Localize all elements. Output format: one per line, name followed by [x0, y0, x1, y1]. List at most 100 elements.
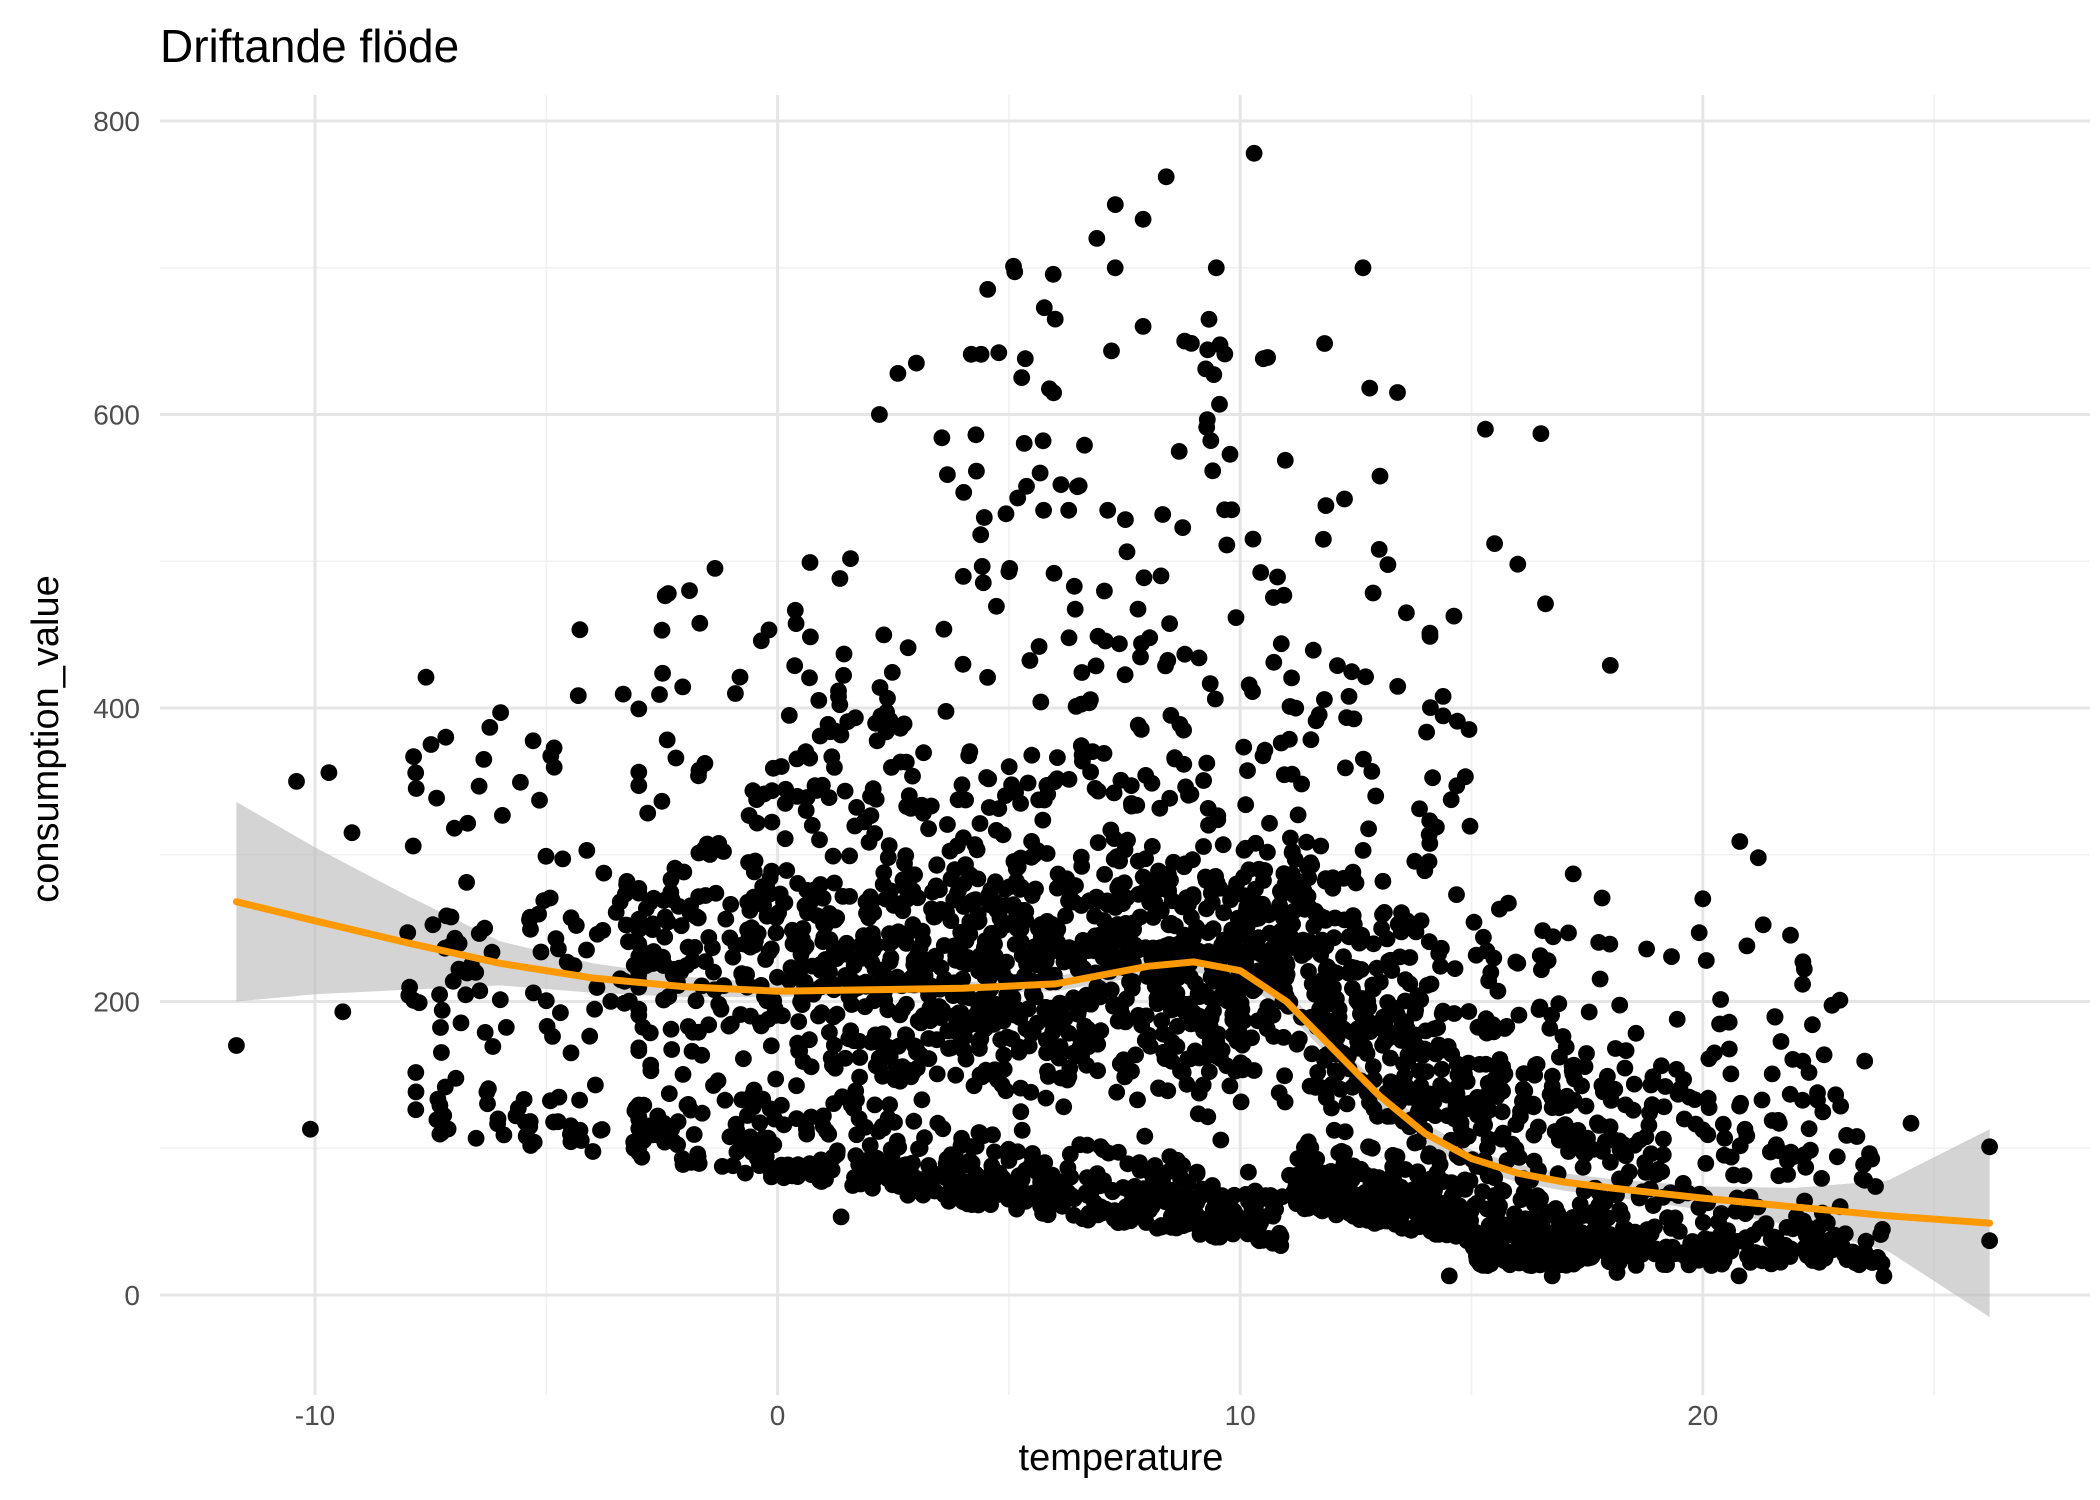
- data-point: [1546, 1123, 1564, 1140]
- data-point: [1551, 1048, 1568, 1066]
- data-point: [834, 888, 852, 905]
- data-point: [731, 668, 749, 686]
- data-point: [1732, 1094, 1749, 1112]
- data-point: [912, 1047, 930, 1064]
- data-point: [700, 929, 718, 946]
- data-point: [644, 921, 661, 938]
- data-point: [839, 713, 857, 730]
- data-point: [1030, 920, 1047, 937]
- data-point: [1512, 1191, 1530, 1208]
- data-point: [1687, 1242, 1704, 1260]
- data-point: [1675, 1071, 1692, 1088]
- data-point: [1804, 1016, 1821, 1034]
- data-point: [1401, 949, 1419, 966]
- data-point: [1602, 1153, 1619, 1171]
- data-point: [1706, 1044, 1723, 1062]
- data-point: [484, 1038, 502, 1055]
- data-point: [1638, 940, 1655, 958]
- data-point: [1012, 795, 1029, 812]
- data-point: [1184, 886, 1202, 903]
- data-point: [942, 870, 960, 888]
- data-point: [1802, 1141, 1819, 1159]
- data-point: [1285, 902, 1303, 920]
- data-point: [1563, 1136, 1581, 1153]
- data-point: [1106, 1202, 1124, 1219]
- data-point: [1096, 866, 1113, 883]
- data-point: [1199, 924, 1217, 941]
- data-point: [841, 847, 858, 865]
- data-point: [630, 884, 648, 902]
- data-point: [1197, 360, 1215, 378]
- data-point: [495, 1126, 513, 1144]
- data-point: [1447, 1079, 1465, 1097]
- data-point: [929, 1166, 947, 1184]
- data-point: [1191, 988, 1208, 1005]
- data-point: [578, 941, 595, 959]
- data-point: [1079, 1020, 1097, 1038]
- data-point: [1460, 1003, 1478, 1020]
- data-point: [1365, 1100, 1383, 1118]
- data-point: [1247, 834, 1265, 852]
- data-point: [776, 830, 794, 848]
- data-point: [1495, 1065, 1513, 1083]
- data-point: [1195, 772, 1212, 789]
- data-point: [971, 1040, 988, 1057]
- data-point: [1211, 1228, 1229, 1246]
- data-point: [935, 620, 953, 638]
- data-point: [1152, 567, 1170, 585]
- data-point: [891, 1072, 909, 1090]
- data-point: [1239, 762, 1256, 779]
- data-point: [1224, 1225, 1242, 1243]
- data-point: [1663, 1219, 1680, 1237]
- data-point: [970, 1169, 988, 1187]
- data-point: [1600, 1248, 1618, 1265]
- data-point: [1816, 1249, 1834, 1267]
- data-point: [1599, 1067, 1616, 1085]
- data-point: [569, 687, 587, 704]
- data-point: [1653, 1057, 1670, 1075]
- data-point: [971, 1066, 989, 1084]
- data-point: [1531, 947, 1549, 964]
- data-point: [775, 893, 792, 911]
- data-point: [1254, 1231, 1272, 1249]
- data-point: [1800, 1120, 1818, 1138]
- data-point: [1813, 1170, 1830, 1187]
- data-point: [1055, 953, 1073, 971]
- data-point: [537, 847, 555, 865]
- data-point: [1770, 1142, 1788, 1160]
- data-point: [1627, 1257, 1645, 1274]
- data-point: [1108, 1083, 1126, 1101]
- data-point: [1250, 860, 1268, 878]
- data-point: [639, 804, 657, 822]
- data-point: [728, 1121, 746, 1139]
- data-point: [1221, 1077, 1239, 1095]
- data-point: [924, 883, 941, 901]
- data-point: [642, 1056, 660, 1074]
- data-point: [828, 1005, 846, 1023]
- data-point: [1379, 994, 1397, 1011]
- data-point: [824, 1056, 841, 1074]
- data-point: [1143, 838, 1161, 855]
- data-point: [832, 726, 850, 744]
- data-point: [1157, 657, 1174, 675]
- data-point: [459, 814, 477, 832]
- data-point: [1265, 589, 1282, 606]
- data-point: [928, 856, 946, 874]
- data-point: [1674, 1175, 1692, 1192]
- data-point: [812, 876, 829, 893]
- data-point: [952, 1137, 970, 1154]
- data-point: [1211, 1207, 1229, 1225]
- data-point: [1310, 1194, 1328, 1211]
- data-point: [1507, 1116, 1525, 1133]
- data-point: [1134, 1010, 1152, 1028]
- data-point: [969, 905, 987, 923]
- data-point: [1133, 635, 1150, 652]
- data-point: [1211, 879, 1229, 897]
- data-point: [1442, 791, 1460, 809]
- data-point: [1015, 1183, 1032, 1201]
- data-point: [825, 1148, 843, 1166]
- data-point: [651, 686, 668, 703]
- data-point: [1636, 1154, 1654, 1171]
- data-point: [817, 1171, 834, 1188]
- data-point: [947, 1066, 965, 1084]
